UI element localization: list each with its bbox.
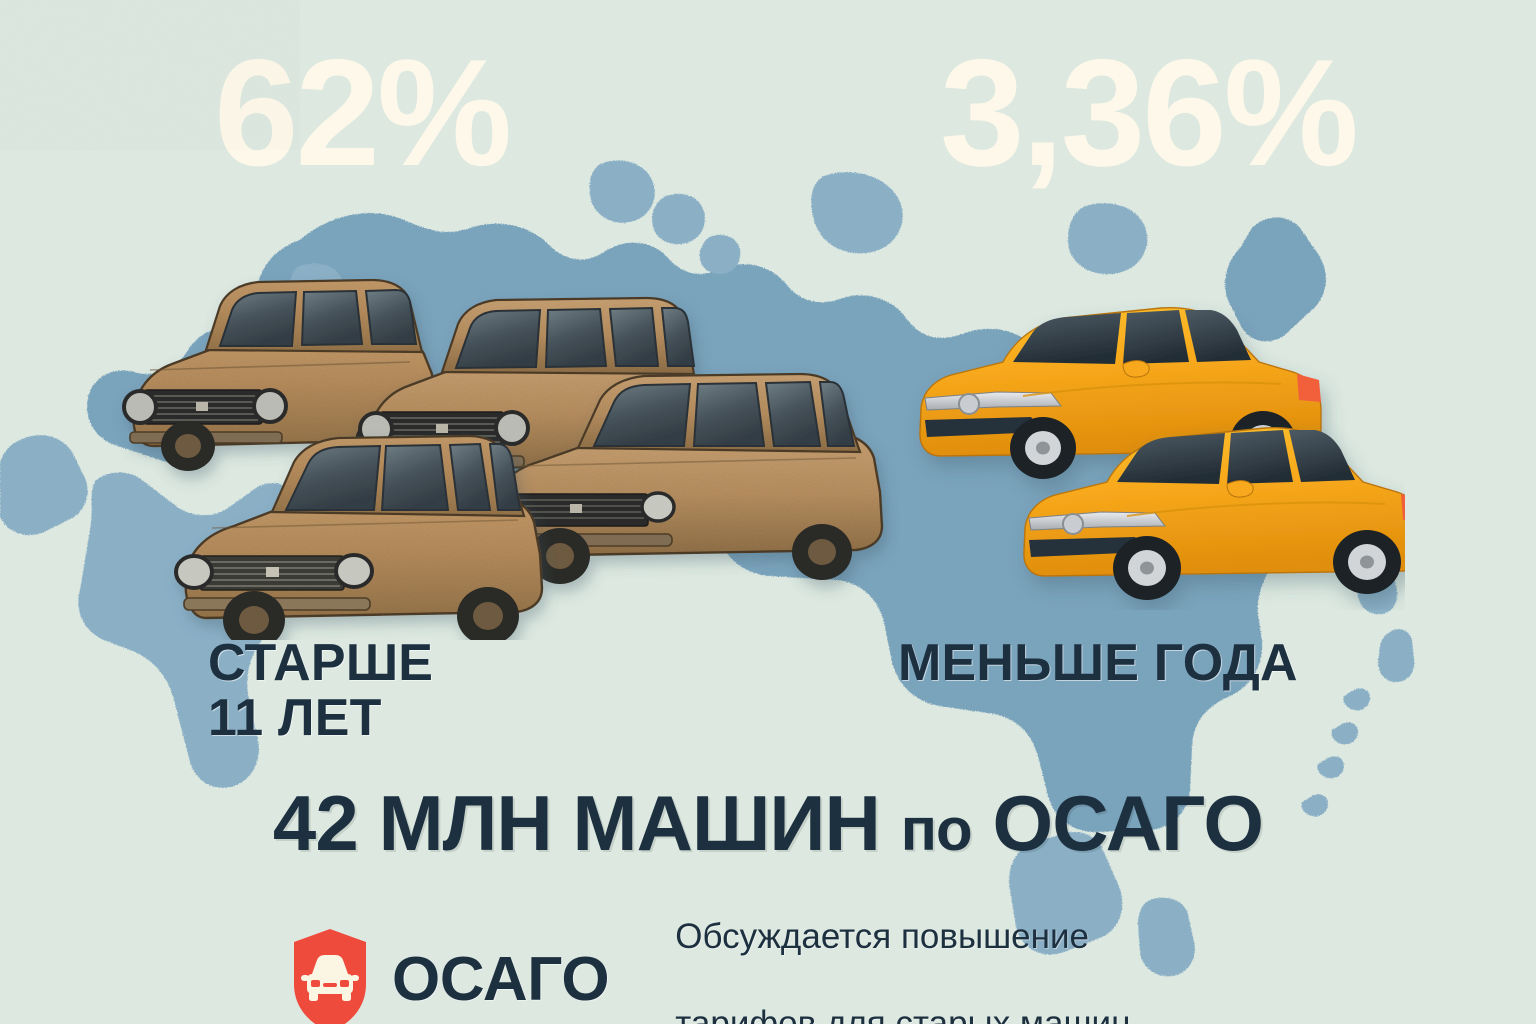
old-car-3-rearwindow [818,381,856,447]
old-car-4-rearwindow [488,443,522,511]
new-car-1-mirror [1122,360,1150,378]
page-title: 42 МЛН МАШИН по ОСАГО [272,778,1264,869]
caption-old-cars-line1: СТАРШЕ [208,634,434,692]
old-car-3-headlight-r [640,491,676,523]
old-car-4-windshield [284,444,382,511]
new-car-1-sidewindow-2 [1185,310,1251,362]
new-car-2-mirror [1226,480,1254,498]
old-car-1-headlight-r [252,388,288,424]
new-car-2-grille [1029,537,1147,557]
car-front-glyph-cutouts [311,979,349,987]
shield-car-icon [290,928,370,1024]
old-car-1-sidewindow [300,289,364,347]
brand-name: ОСАГО [392,945,610,1015]
old-car-3-windshield [592,382,692,447]
new-car-1-taillight [1297,374,1321,402]
new-car-1-grille [925,417,1043,437]
old-car-3-sidewindow-2 [764,380,822,447]
map-arctic-island-5 [1068,203,1148,275]
old-car-1-headlight-l [122,389,158,425]
new-car-1-sidewindow-1 [1123,310,1189,364]
old-car-4-headlight-l [174,554,214,590]
new-car-1-emblem [958,393,980,415]
tagline: Обсуждается повышение тарифов для старых… [675,872,1130,1024]
tagline-line1: Обсуждается повышение [675,917,1089,957]
new-car-2 [1023,427,1405,600]
caption-old-cars: СТАРШЕ 11 ЛЕТ [208,634,434,748]
map-arctic-island-3 [699,234,741,274]
yellow-new-cars-group [919,307,1405,600]
old-car-4-sidewindow-2 [448,442,492,511]
old-car-2-sidewindow-2 [608,306,660,367]
map-arabia [0,435,88,536]
map-arctic-island-4 [811,172,903,254]
stat-percent-old-cars: 62% [214,28,512,198]
old-car-4-sidewindow-1 [380,443,450,511]
new-car-2-wheel-rear [1333,530,1401,594]
old-car-1 [122,278,438,471]
rusty-old-cars-group [122,278,884,640]
stat-percent-new-cars: 3,36% [940,28,1359,198]
new-car-1-wheel-front [1010,417,1076,479]
old-car-1-windshield [218,290,298,347]
old-car-2-sidewindow-1 [544,307,608,369]
headline-program: ОСАГО [992,779,1264,867]
headline-connector: по [900,796,973,863]
old-car-2-headlight-r [494,410,530,446]
new-car-2-sidewindow-2 [1289,430,1355,482]
footer: ОСАГО Обсуждается повышение тарифов для … [290,872,1130,1024]
map-arctic-island-2 [652,193,705,245]
caption-old-cars-line2: 11 ЛЕТ [208,689,382,748]
headline-number: 42 [272,779,359,867]
caption-new-cars: МЕНЬШЕ ГОДА [898,634,1298,692]
new-car-2-sidewindow-1 [1227,430,1293,484]
new-car-2-wheel-front [1113,536,1181,600]
new-car-2-emblem [1062,513,1084,535]
headline-unit: МЛН [378,779,553,867]
new-car-1-windshield [1013,313,1121,364]
old-car-3 [482,372,884,584]
map-arctic-island-1 [589,160,655,223]
map-sea-tail-2 [1138,897,1195,977]
old-car-1-rearwindow [364,288,418,345]
old-car-4 [174,434,544,640]
old-car-2-windshield [454,308,542,370]
old-car-2-rearwindow [660,307,696,367]
new-car-1 [919,307,1322,479]
old-car-4-headlight-r [334,553,374,589]
map-kamchatka [1225,217,1326,342]
new-car-2-taillight [1401,494,1405,521]
new-car-2-windshield [1117,433,1225,484]
tagline-line2: тарифов для старых машин [675,1004,1131,1024]
map-kuril-dots [1301,688,1370,817]
map-japan-2 [1378,629,1415,682]
old-car-3-sidewindow-1 [692,381,766,447]
headline-noun: МАШИН [572,779,881,867]
map-sea-tail [1009,832,1123,955]
